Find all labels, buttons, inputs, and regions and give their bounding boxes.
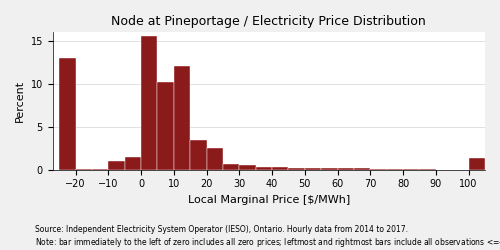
Bar [240,166,256,170]
Bar [321,168,338,170]
Text: Source: Independent Electricity System Operator (IESO), Ontario. Hourly data fro: Source: Independent Electricity System O… [35,226,408,234]
Bar [141,36,158,170]
Bar [206,148,223,170]
Bar [272,167,288,170]
Bar [158,82,174,170]
Bar [108,161,124,170]
Bar [403,169,419,170]
Bar [256,167,272,170]
Bar [59,58,76,170]
Bar [354,168,370,170]
Bar [288,168,305,170]
Bar [468,158,485,170]
Bar [223,164,240,170]
Bar [92,169,108,170]
Bar [386,169,403,170]
Bar [124,157,141,170]
Bar [174,66,190,170]
Bar [305,168,321,170]
Bar [370,169,386,170]
Text: Note: bar immediately to the left of zero includes all zero prices; leftmost and: Note: bar immediately to the left of zer… [35,236,500,249]
Bar [338,168,354,170]
Y-axis label: Percent: Percent [15,80,25,122]
X-axis label: Local Marginal Price [$/MWh]: Local Marginal Price [$/MWh] [188,195,350,205]
Title: Node at Pineportage / Electricity Price Distribution: Node at Pineportage / Electricity Price … [112,15,426,28]
Bar [190,140,206,170]
Bar [76,169,92,170]
